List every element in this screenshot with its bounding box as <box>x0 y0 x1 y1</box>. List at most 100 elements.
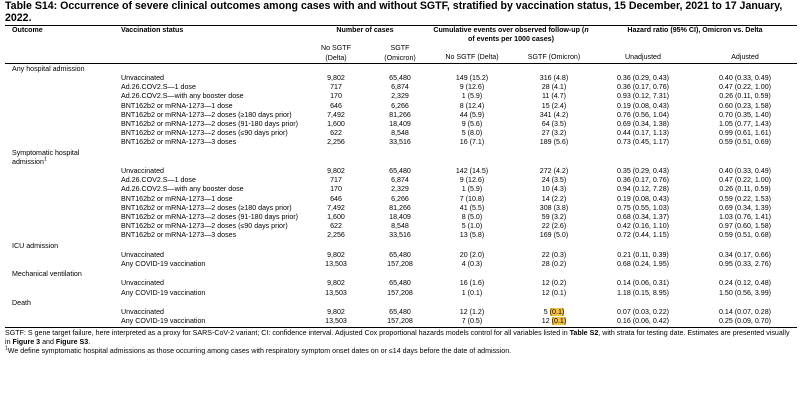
events-no-sgtf: 9 (12.6) <box>459 176 485 185</box>
hr-unadjusted: 0.35 (0.29, 0.43) <box>616 167 670 176</box>
events-sgtf-count: 308 <box>539 203 552 212</box>
table-row: Ad.26.COV2.S—with any booster dose 170 2,3… <box>5 92 797 101</box>
empty-cell <box>301 298 797 308</box>
hr-adjusted: 1.50 (0.56, 3.99) <box>718 288 772 297</box>
cases-sgtf: 81,266 <box>389 110 411 119</box>
vaccination-status: Unvaccinated <box>121 74 164 83</box>
empty-cell <box>5 102 117 111</box>
events-no-sgtf: 13 (5.8) <box>459 231 485 240</box>
events-sgtf-count: 12 <box>541 279 550 288</box>
hr-adjusted: 0.70 (0.35, 1.40) <box>718 110 772 119</box>
cases-sgtf: 157,208 <box>387 288 413 297</box>
table-row: Any COVID-19 vaccination 13,503 157,208 7 (… <box>5 317 797 328</box>
cases-sgtf: 2,329 <box>391 185 409 194</box>
outcome-label: Symptomatic hospital admission1 <box>5 148 117 167</box>
table-row: BNT162b2 or mRNA-1273—2 doses (≥180 days… <box>5 204 797 213</box>
cases-no-sgtf: 646 <box>330 101 342 110</box>
table-row: BNT162b2 or mRNA-1273—2 doses (≤90 days … <box>5 222 797 231</box>
highlighted-rate: (0.1) <box>549 308 565 317</box>
footnote-text: and <box>40 337 56 346</box>
hr-adjusted: 0.99 (0.61, 1.61) <box>718 129 772 138</box>
hr-unadjusted: 0.68 (0.34, 1.37) <box>616 213 670 222</box>
events-sgtf: 28 (0.2) <box>515 260 593 269</box>
header-vaccination-status: Vaccination status <box>117 25 301 45</box>
cases-no-sgtf: 622 <box>330 129 342 138</box>
table-row: Unvaccinated 9,802 65,480 16 (1.6) 12 (0.2) 0… <box>5 279 797 288</box>
footnotes: SGTF: S gene target failure, here interp… <box>5 329 796 357</box>
hr-adjusted: 0.60 (0.23, 1.58) <box>718 101 772 110</box>
footnote-mark: 1 <box>43 156 47 163</box>
cases-no-sgtf: 7,492 <box>327 203 345 212</box>
events-sgtf-rate: (3.5) <box>551 176 567 185</box>
outcome-text: Symptomatic hospital admission <box>12 148 80 166</box>
events-sgtf-count: 27 <box>541 129 550 138</box>
outcome-text: ICU admission <box>12 241 59 250</box>
events-sgtf: 24 (3.5) <box>515 176 593 185</box>
hr-unadjusted: 1.18 (0.15, 8.95) <box>616 288 670 297</box>
table-row: BNT162b2 or mRNA-1273—2 doses (91-180 da… <box>5 213 797 222</box>
events-sgtf-rate: (4.2) <box>553 167 569 176</box>
events-sgtf: 5 (0.1) <box>515 308 593 317</box>
events-sgtf: 22 (2.6) <box>515 222 593 231</box>
cases-no-sgtf: 717 <box>330 83 342 92</box>
vaccination-status: BNT162b2 or mRNA-1273—3 doses <box>121 231 237 240</box>
table-row: Unvaccinated 9,802 65,480 149 (15.2) 316 (4.… <box>5 74 797 83</box>
events-sgtf: 189 (5.6) <box>515 138 593 147</box>
cases-sgtf: 6,874 <box>391 83 409 92</box>
cases-no-sgtf: 9,802 <box>327 250 345 259</box>
cases-sgtf: 157,208 <box>371 317 429 328</box>
events-no-sgtf: 16 (1.6) <box>459 279 485 288</box>
events-no-sgtf: 41 (5.5) <box>459 203 485 212</box>
outcome-group-row: Symptomatic hospital admission1 <box>5 148 797 167</box>
hr-adjusted: 0.40 (0.33, 0.49) <box>718 167 772 176</box>
header-number-of-cases: Number of cases <box>301 25 429 45</box>
table-header: Outcome Vaccination status Number of cas… <box>5 25 797 64</box>
hr-adjusted: 0.40 (0.33, 0.49) <box>718 74 772 83</box>
empty-cell <box>5 92 117 101</box>
cases-no-sgtf: 170 <box>330 185 342 194</box>
figure-s3-reference: Figure S3 <box>55 337 89 346</box>
events-no-sgtf: 44 (5.9) <box>459 110 485 119</box>
results-table: Outcome Vaccination status Number of cas… <box>5 25 797 328</box>
cases-no-sgtf: 646 <box>330 194 342 203</box>
empty-cell <box>5 120 117 129</box>
subheader-events-no-sgtf: No SGTF (Delta) <box>429 44 515 64</box>
hr-unadjusted: 0.14 (0.06, 0.31) <box>616 279 670 288</box>
events-no-sgtf: 1 (0.1) <box>461 288 483 297</box>
hr-unadjusted: 0.76 (0.56, 1.04) <box>616 110 670 119</box>
events-sgtf-rate: (4.3) <box>551 185 567 194</box>
cases-sgtf: 6,266 <box>391 194 409 203</box>
events-sgtf-rate: (2.6) <box>551 222 567 231</box>
events-sgtf-rate: (4.8) <box>553 74 569 83</box>
events-no-sgtf: 16 (7.1) <box>459 138 485 147</box>
events-sgtf: 11 (4.7) <box>515 92 593 101</box>
events-sgtf-rate: (0.1) <box>551 288 567 297</box>
cases-no-sgtf: 1,600 <box>327 213 345 222</box>
hr-adjusted: 0.59 (0.51, 0.68) <box>718 231 772 240</box>
events-sgtf: 272 (4.2) <box>515 167 593 176</box>
empty-cell <box>5 308 117 317</box>
events-sgtf: 22 (0.3) <box>515 251 593 260</box>
hr-unadjusted: 0.75 (0.55, 1.03) <box>616 203 670 212</box>
events-no-sgtf: 7 (10.8) <box>459 194 485 203</box>
hr-unadjusted: 0.69 (0.34, 1.38) <box>616 120 670 129</box>
events-sgtf-rate: (3.5) <box>551 120 567 129</box>
table-row: Ad.26.COV2.S—1 dose 717 6,874 9 (12.6) 24 (3… <box>5 176 797 185</box>
table-row: BNT162b2 or mRNA-1273—2 doses (≥180 days… <box>5 111 797 120</box>
hr-adjusted: 1.03 (0.76, 1.41) <box>718 213 772 222</box>
vaccination-status: BNT162b2 or mRNA-1273—2 doses (≤90 days … <box>121 129 288 138</box>
outcome-label: Any hospital admission <box>5 63 301 74</box>
cases-no-sgtf: 9,802 <box>327 308 345 317</box>
cases-no-sgtf: 9,802 <box>327 279 345 288</box>
events-sgtf-rate: (2.4) <box>551 101 567 110</box>
cases-sgtf: 33,516 <box>389 231 411 240</box>
table-row: BNT162b2 or mRNA-1273—3 doses 2,256 33,516… <box>5 138 797 147</box>
empty-cell <box>5 176 117 185</box>
subheader-cases-no-sgtf: No SGTF (Delta) <box>301 44 371 64</box>
table-row: Ad.26.COV2.S—with any booster dose 170 2,3… <box>5 185 797 194</box>
table-row: Unvaccinated 9,802 65,480 142 (14.5) 272 (4.… <box>5 167 797 176</box>
header-hazard-ratio: Hazard ratio (95% CI), Omicron vs. Delta <box>593 25 797 45</box>
events-sgtf-rate: (4.2) <box>553 110 569 119</box>
table-row: Any COVID-19 vaccination 13,503 157,208 1 (… <box>5 289 797 298</box>
cases-sgtf: 18,409 <box>389 213 411 222</box>
